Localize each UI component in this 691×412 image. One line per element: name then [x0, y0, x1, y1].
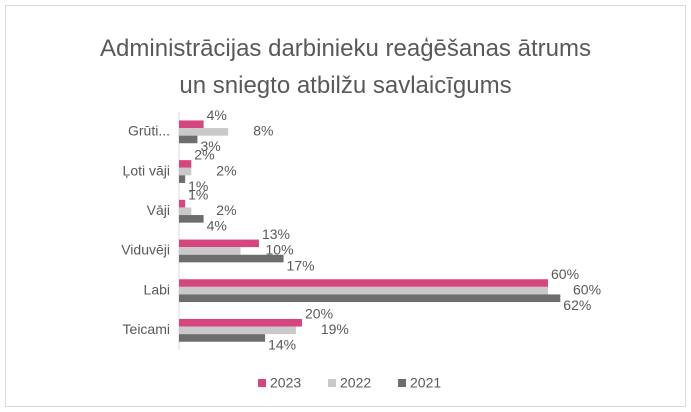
bar — [179, 128, 229, 136]
y-tick-label: Labi — [144, 281, 170, 297]
data-label: 62% — [563, 297, 591, 313]
data-label: 17% — [287, 257, 315, 273]
legend-swatch — [398, 379, 406, 387]
data-label: 60% — [573, 281, 601, 297]
bar — [179, 215, 204, 223]
bar — [179, 120, 204, 129]
bar — [179, 326, 296, 335]
bar — [179, 199, 186, 208]
y-tick-label: Grūti... — [128, 123, 170, 139]
y-tick-label: Ļoti vāji — [123, 162, 170, 178]
data-label: 8% — [253, 123, 273, 139]
data-label: 60% — [551, 266, 579, 282]
data-label: 2% — [216, 202, 236, 218]
bar — [179, 294, 561, 303]
data-label: 3% — [200, 138, 220, 154]
bar — [179, 135, 198, 144]
data-label: 2% — [194, 147, 214, 163]
data-label: 19% — [321, 321, 349, 337]
data-label: 4% — [207, 107, 227, 123]
data-label: 4% — [207, 218, 227, 234]
bar — [179, 247, 241, 255]
bar — [179, 254, 284, 263]
data-label: 1% — [188, 178, 208, 194]
y-tick-label: Vāji — [147, 202, 170, 218]
y-tick-label: Viduvēji — [121, 242, 170, 258]
chart-title: Administrācijas darbinieku reaģēšanas āt… — [100, 35, 591, 99]
bar — [179, 167, 192, 176]
data-label: 2% — [216, 162, 236, 178]
bar — [179, 279, 548, 287]
bar — [179, 286, 548, 295]
chart-border — [5, 5, 686, 407]
bar — [179, 318, 302, 327]
y-tick-label: Teicami — [123, 321, 170, 337]
bar — [179, 160, 192, 168]
data-label: 1% — [188, 186, 208, 202]
legend-swatch — [258, 379, 266, 387]
legend-label: 2021 — [410, 375, 441, 391]
data-label: 20% — [305, 305, 333, 321]
bar — [179, 334, 266, 342]
legend-swatch — [328, 379, 336, 387]
data-label: 14% — [268, 337, 296, 353]
data-label: 10% — [266, 242, 294, 258]
legend-label: 2022 — [340, 375, 371, 391]
bar — [179, 239, 259, 248]
bar — [179, 175, 186, 183]
legend-label: 2023 — [270, 375, 301, 391]
bar — [179, 207, 192, 216]
data-label: 13% — [262, 226, 290, 242]
